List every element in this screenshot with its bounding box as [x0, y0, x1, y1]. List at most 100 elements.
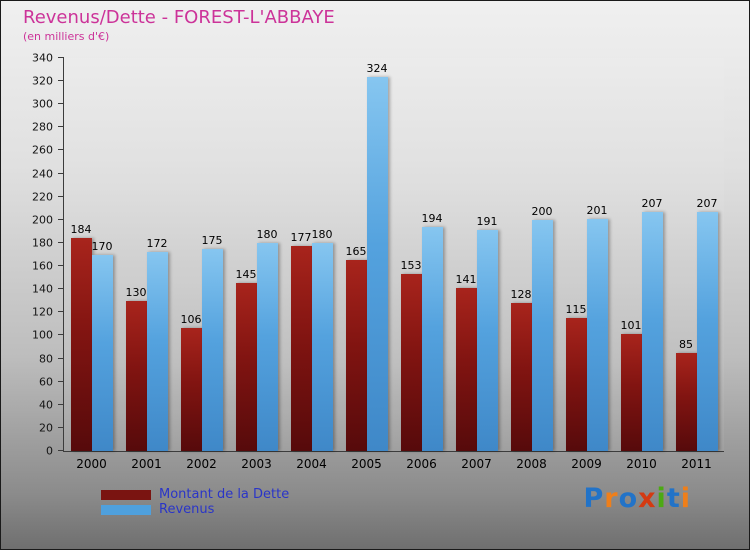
y-tick-label: 220 [32, 190, 53, 204]
legend-swatch-dette [101, 489, 151, 500]
bar-value-label: 184 [70, 223, 92, 237]
y-tick-label: 320 [32, 74, 53, 88]
bar-value-label: 180 [311, 227, 333, 241]
bar-dette [510, 303, 532, 451]
bar-dette [345, 260, 367, 451]
x-axis-label: 2000 [76, 457, 107, 471]
bar-dette [565, 318, 587, 451]
x-axis-label: 2010 [626, 457, 657, 471]
bar-value-label: 324 [366, 61, 388, 75]
bar-dette [455, 288, 477, 451]
proxiti-logo: Proxiti [583, 483, 691, 514]
y-tick-mark [58, 103, 64, 105]
x-axis-label: 2003 [241, 457, 272, 471]
y-axis: 0 20 40 60 80 100 120 140 160 180 200 220 240 260 280 3… [1, 53, 57, 457]
x-axis-label: 2002 [186, 457, 217, 471]
bar-dette [235, 283, 257, 451]
bar-value-label: 191 [476, 215, 498, 229]
y-tick-mark [58, 380, 64, 382]
y-tick-mark [58, 265, 64, 267]
logo-letter: x [638, 483, 657, 514]
bar-revenus [531, 219, 553, 451]
logo-letter: r [604, 483, 619, 514]
bar-value-label: 201 [586, 203, 608, 217]
bar-revenus [146, 252, 168, 451]
bar-dette [400, 274, 422, 451]
legend-label-dette: Montant de la Dette [159, 487, 290, 502]
bar-value-label: 130 [125, 285, 147, 299]
y-tick-label: 120 [32, 305, 53, 319]
y-tick-label: 260 [32, 143, 53, 157]
y-tick-label: 100 [32, 328, 53, 342]
legend-row-dette: Montant de la Dette [101, 487, 289, 502]
bar-revenus [586, 218, 608, 451]
y-tick-mark [58, 241, 64, 243]
y-tick-mark [58, 334, 64, 336]
y-tick-label: 20 [39, 421, 53, 435]
x-axis-label: 2006 [406, 457, 437, 471]
y-tick-mark [58, 403, 64, 405]
legend-label-revenus: Revenus [159, 502, 215, 517]
bar-revenus [201, 248, 223, 451]
logo-letter: P [583, 483, 605, 514]
bar-value-label: 145 [235, 268, 257, 282]
y-tick-label: 40 [39, 398, 53, 412]
bar-value-label: 194 [421, 211, 443, 225]
bar-value-label: 153 [400, 259, 422, 273]
plot-area: 2000 184 170 2001 130 172 2002 106 175 2003 145 180… [58, 57, 724, 471]
y-tick-label: 160 [32, 259, 53, 273]
legend: Montant de la Dette Revenus [101, 487, 289, 517]
bar-revenus [696, 211, 718, 451]
logo-letter: o [618, 483, 639, 514]
bar-value-label: 200 [531, 204, 553, 218]
y-tick-mark [58, 288, 64, 290]
bar-value-label: 128 [510, 288, 532, 302]
y-tick-mark [58, 80, 64, 82]
legend-swatch-revenus [101, 504, 151, 515]
bar-value-label: 165 [345, 245, 367, 259]
chart-title: Revenus/Dette - FOREST-L'ABBAYE [23, 7, 335, 28]
y-tick-label: 240 [32, 167, 53, 181]
bar-revenus [91, 254, 113, 451]
bar-value-label: 115 [565, 303, 587, 317]
bar-revenus [641, 211, 663, 451]
bar-value-label: 207 [696, 196, 718, 210]
y-tick-mark [58, 126, 64, 128]
legend-row-revenus: Revenus [101, 502, 289, 517]
y-tick-label: 80 [39, 352, 53, 366]
y-tick-mark [58, 450, 64, 451]
y-tick-label: 340 [32, 51, 53, 65]
logo-letter: i [656, 483, 667, 514]
y-tick-mark [58, 357, 64, 359]
x-axis-label: 2005 [351, 457, 382, 471]
y-tick-mark [58, 57, 64, 58]
bar-revenus [256, 242, 278, 451]
bar-dette [675, 352, 697, 451]
y-tick-label: 200 [32, 213, 53, 227]
bar-dette [180, 328, 202, 451]
x-axis-label: 2007 [461, 457, 492, 471]
x-axis-label: 2008 [516, 457, 547, 471]
y-tick-label: 0 [46, 444, 53, 458]
y-tick-mark [58, 149, 64, 151]
bar-value-label: 175 [201, 233, 223, 247]
x-axis-label: 2009 [571, 457, 602, 471]
chart-subtitle: (en milliers d'€) [23, 30, 110, 43]
y-tick-label: 280 [32, 120, 53, 134]
y-tick-mark [58, 311, 64, 313]
y-tick-mark [58, 218, 64, 220]
bar-dette [290, 246, 312, 451]
bar-dette [125, 300, 147, 451]
bar-value-label: 180 [256, 227, 278, 241]
y-tick-label: 180 [32, 236, 53, 250]
y-tick-label: 300 [32, 97, 53, 111]
y-tick-mark [58, 426, 64, 428]
bar-value-label: 170 [91, 239, 113, 253]
logo-letter: t [666, 483, 681, 514]
bar-value-label: 207 [641, 196, 663, 210]
bar-revenus [311, 242, 333, 451]
x-axis-label: 2011 [681, 457, 712, 471]
bar-dette [70, 238, 92, 451]
logo-letter: i [680, 483, 691, 514]
bar-value-label: 101 [620, 319, 642, 333]
